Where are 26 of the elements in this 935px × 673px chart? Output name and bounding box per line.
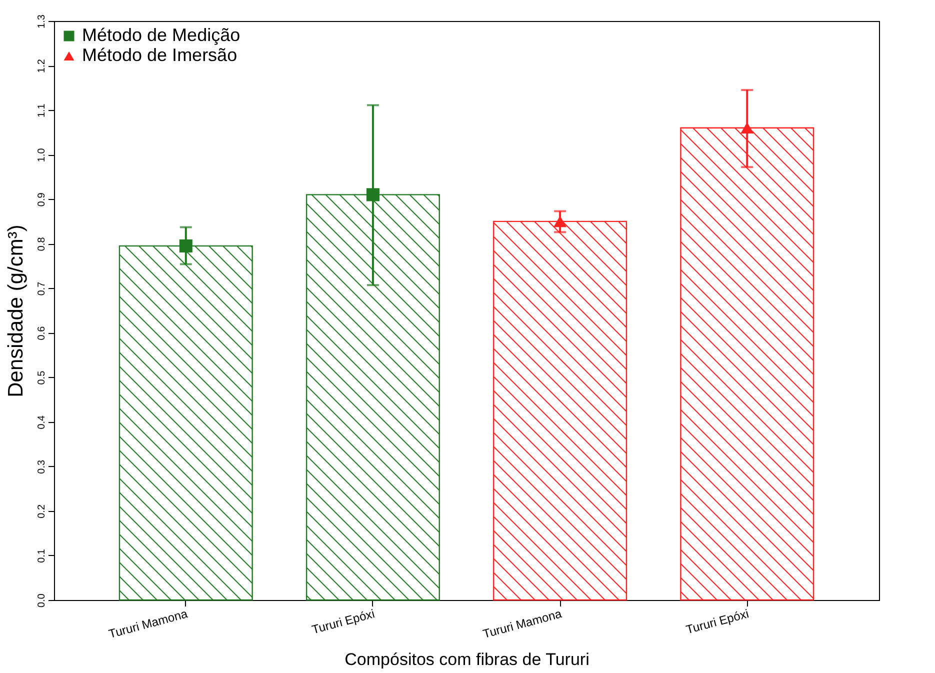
y-tick-label: 0.3 <box>36 460 48 474</box>
y-tick-label: 1.0 <box>36 148 48 162</box>
y-tick-label: 0.8 <box>36 236 48 252</box>
y-tick-label: 1.3 <box>36 14 48 28</box>
y-tick-label: 0.2 <box>36 504 48 518</box>
y-tick-label: 0.1 <box>36 548 48 563</box>
x-tick-label: Tururi Epóxi <box>684 606 750 637</box>
legend-label: Método de Medição <box>82 25 240 45</box>
point <box>366 188 380 202</box>
legend-label: Método de Imersão <box>82 45 238 65</box>
y-tick-label: 0.5 <box>36 370 48 385</box>
y-tick-label: 1.2 <box>36 58 48 73</box>
x-tick-label: Tururi Epóxi <box>310 606 376 637</box>
point <box>740 122 754 134</box>
y-tick-label: 0.9 <box>36 192 48 207</box>
y-tick-label: 0.0 <box>36 593 48 608</box>
point <box>179 239 192 252</box>
point <box>554 216 567 228</box>
x-tick-label: Tururi Mamona <box>107 606 190 642</box>
x-axis-title: Compósitos com fibras de Tururi <box>344 650 590 670</box>
y-tick-label: 0.7 <box>36 281 48 296</box>
y-tick-label: 0.4 <box>36 414 48 430</box>
y-axis-title: Densidade (g/cm³) <box>4 224 28 398</box>
y-tick-label: 1.1 <box>36 103 48 118</box>
x-tick-label: Tururi Mamona <box>481 606 564 642</box>
y-tick-label: 0.6 <box>36 326 48 340</box>
